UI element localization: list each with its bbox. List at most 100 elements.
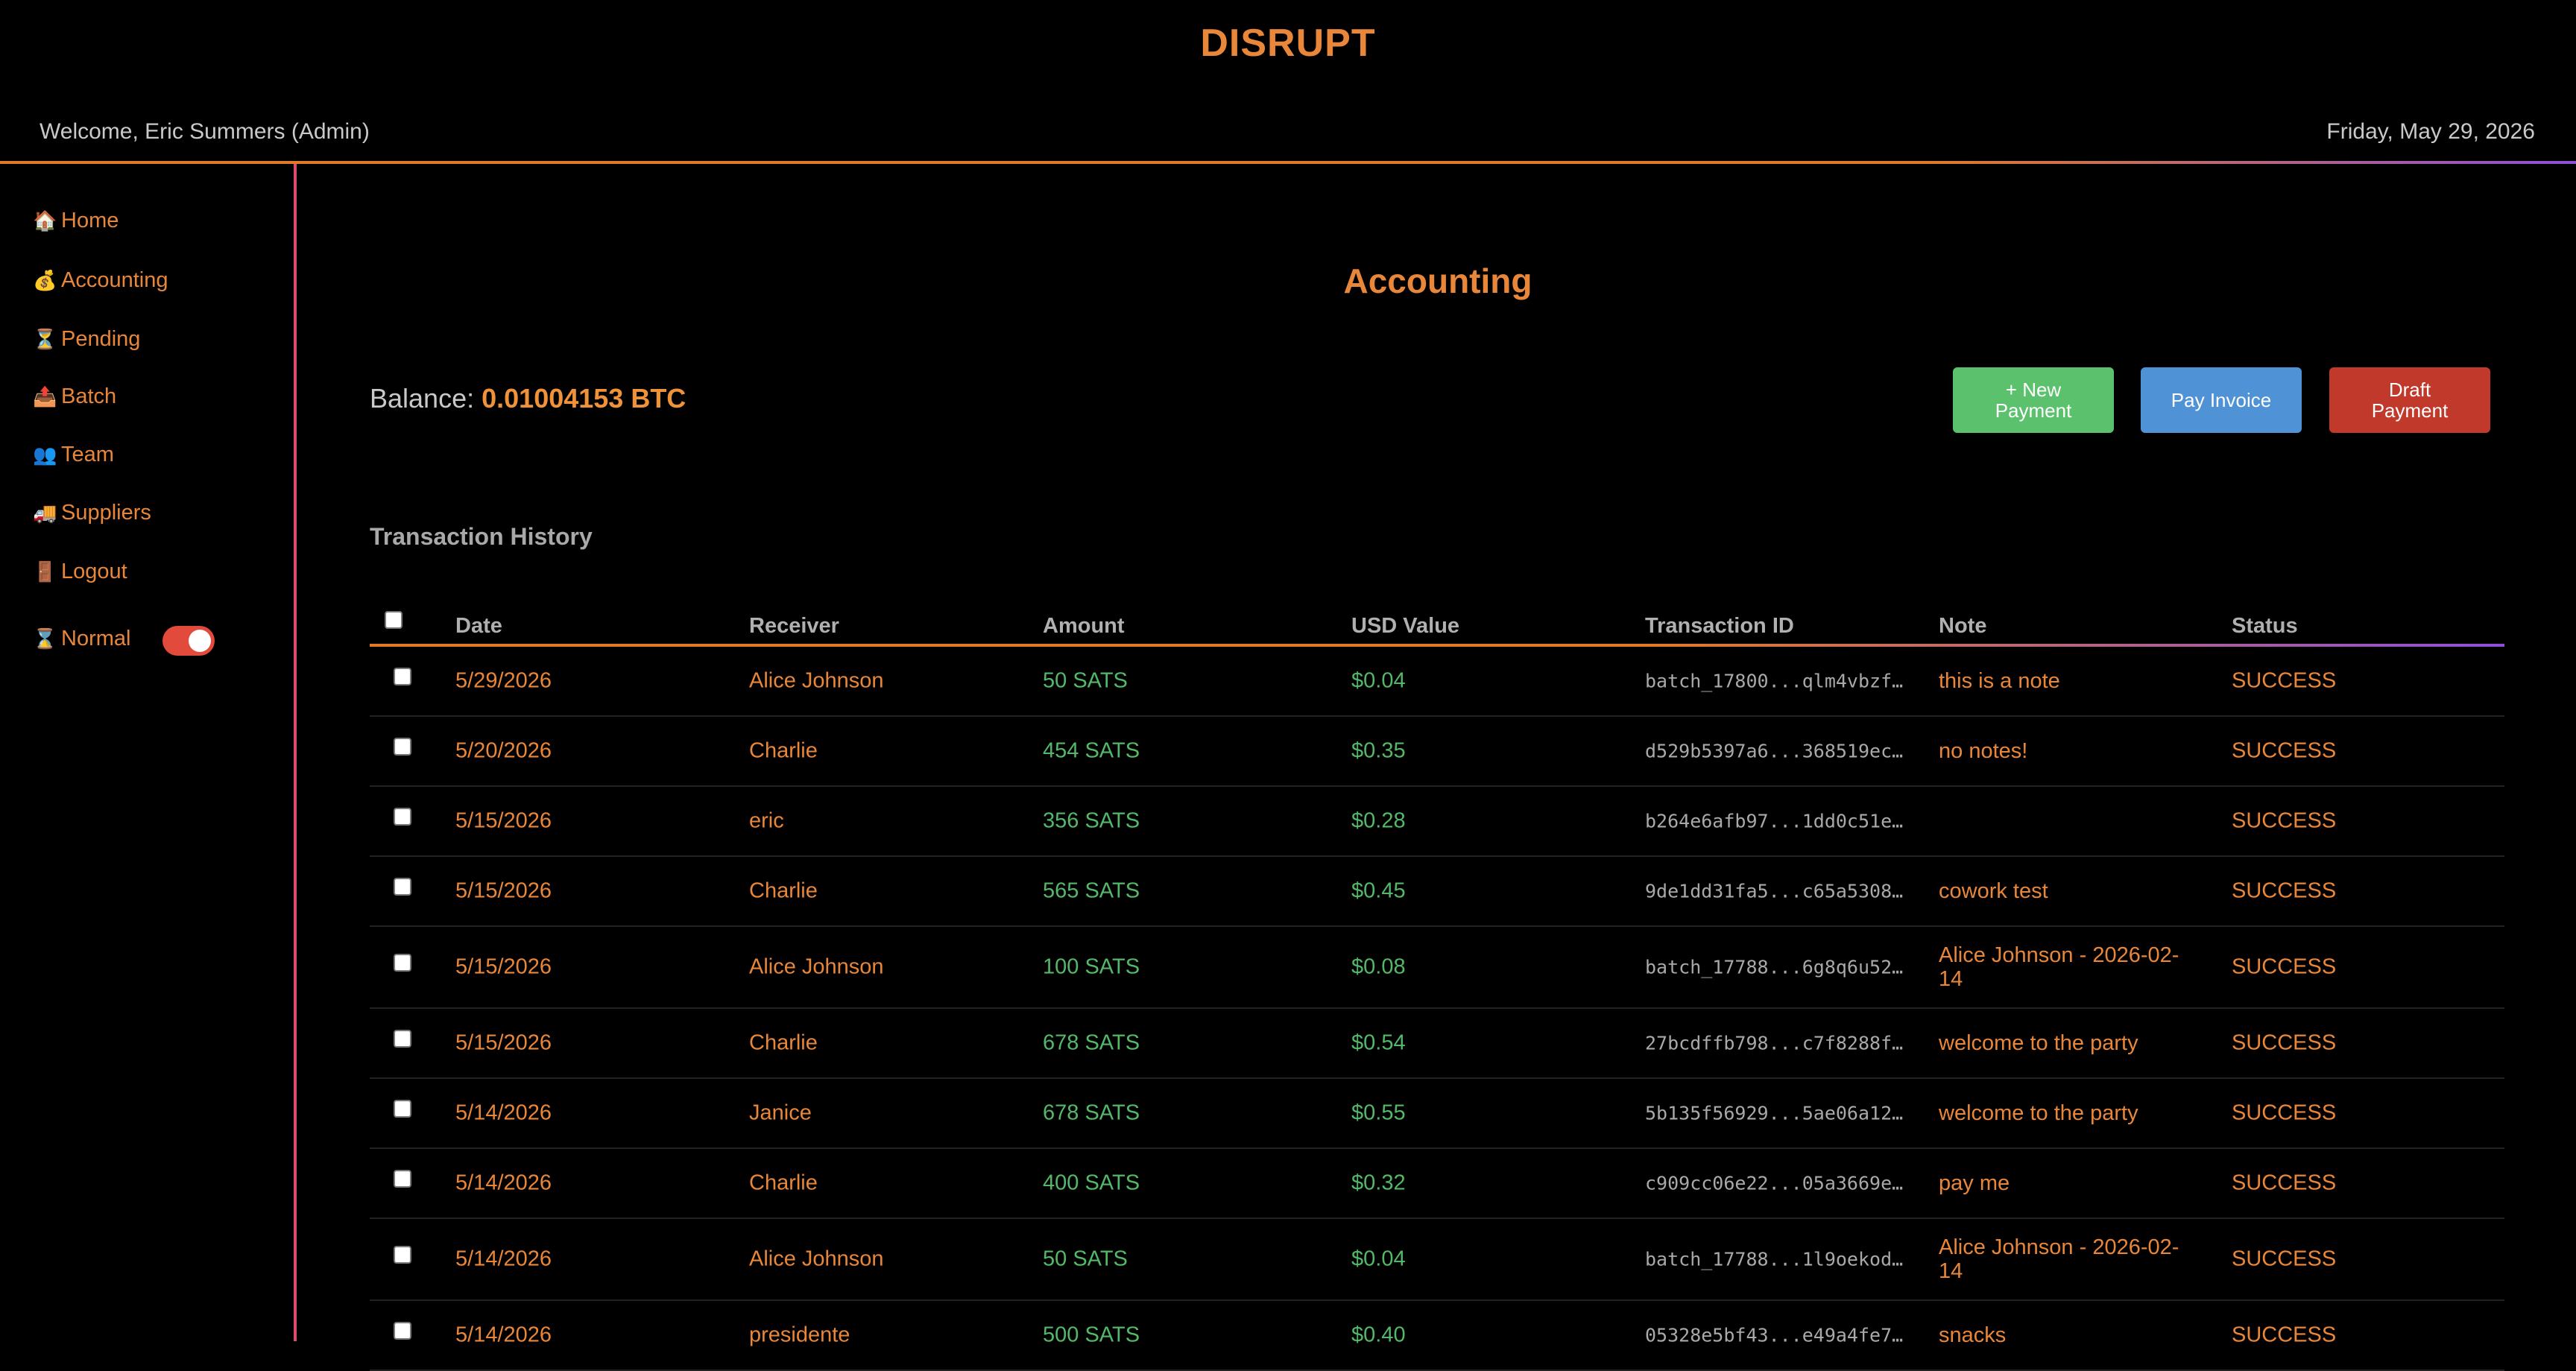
row-checkbox[interactable] (394, 1170, 411, 1188)
row-amount: 678 SATS (1043, 1101, 1140, 1125)
table-row[interactable]: 5/14/2026 presidente 500 SATS $0.40 05328e5b… (370, 1301, 2504, 1371)
mode-toggle[interactable] (162, 626, 215, 656)
row-checkbox[interactable] (394, 1246, 411, 1264)
table-row[interactable]: 5/29/2026 Alice Johnson 50 SATS $0.04 batch_… (370, 647, 2504, 717)
table-row[interactable]: 5/15/2026 eric 356 SATS $0.28 b264e6afb97...… (370, 787, 2504, 857)
sidebar-item-label: Suppliers (61, 501, 151, 525)
column-header-note[interactable]: Note (1939, 614, 1987, 638)
column-header-receiver[interactable]: Receiver (749, 614, 839, 638)
row-status: SUCCESS (2232, 1247, 2337, 1271)
row-date: 5/15/2026 (455, 1030, 552, 1055)
pay-invoice-button[interactable]: Pay Invoice (2141, 367, 2302, 433)
sidebar-item-label: Batch (61, 384, 117, 408)
column-header-status[interactable]: Status (2232, 614, 2298, 638)
header-divider (0, 161, 2576, 164)
row-amount: 50 SATS (1043, 668, 1128, 693)
row-receiver: Charlie (749, 1171, 818, 1195)
row-note: Alice Johnson - 2026-02-14 (1939, 943, 2179, 991)
select-all-checkbox[interactable] (385, 611, 402, 629)
balance-value: 0.01004153 BTC (482, 383, 686, 414)
row-transaction-id: 27bcdffb798...c7f8288f… (1645, 1032, 1904, 1054)
sidebar-item-suppliers[interactable]: 🚚 Suppliers (33, 501, 151, 525)
row-note: welcome to the party (1939, 1101, 2138, 1125)
row-checkbox[interactable] (394, 1030, 411, 1048)
table-row[interactable]: 5/15/2026 Charlie 565 SATS $0.45 9de1dd31fa5… (370, 857, 2504, 927)
row-amount: 356 SATS (1043, 808, 1140, 833)
row-date: 5/14/2026 (455, 1171, 552, 1195)
row-transaction-id: batch_17788...1l9oekod… (1645, 1248, 1904, 1270)
table-row[interactable]: 5/14/2026 Janice 678 SATS $0.55 5b135f56929.… (370, 1079, 2504, 1149)
table-row[interactable]: 5/14/2026 Charlie 400 SATS $0.32 c909cc06e22… (370, 1149, 2504, 1219)
row-receiver: Charlie (749, 1030, 818, 1055)
column-header-transaction-id[interactable]: Transaction ID (1645, 614, 1794, 638)
section-title: Transaction History (370, 523, 593, 550)
row-usd-value: $0.35 (1351, 738, 1406, 763)
sidebar-item-batch[interactable]: 📤 Batch (33, 384, 116, 409)
team-icon: 👥 (33, 443, 57, 466)
table-row[interactable]: 5/20/2026 Charlie 454 SATS $0.35 d529b5397a6… (370, 717, 2504, 787)
sidebar-item-label: Team (61, 443, 114, 466)
welcome-text: Welcome, Eric Summers (Admin) (40, 119, 370, 144)
column-header-amount[interactable]: Amount (1043, 614, 1125, 638)
mode-label: ⌛ Normal (33, 627, 130, 651)
row-amount: 100 SATS (1043, 954, 1140, 979)
row-usd-value: $0.04 (1351, 668, 1406, 693)
current-date: Friday, May 29, 2026 (2326, 119, 2535, 144)
row-checkbox[interactable] (394, 1322, 411, 1340)
home-icon: 🏠 (33, 209, 57, 232)
row-receiver: Alice Johnson (749, 1247, 884, 1271)
row-date: 5/20/2026 (455, 738, 552, 763)
sidebar-item-team[interactable]: 👥 Team (33, 443, 114, 467)
page-title: Accounting (1343, 262, 1532, 300)
brand-logo[interactable]: DISRUPT (1200, 22, 1376, 65)
main-content: Accounting Balance: 0.01004153 BTC + New… (300, 164, 2576, 1371)
row-amount: 500 SATS (1043, 1323, 1140, 1347)
new-payment-button[interactable]: + New Payment (1953, 367, 2114, 433)
row-usd-value: $0.04 (1351, 1247, 1406, 1271)
sidebar-item-home[interactable]: 🏠 Home (33, 209, 119, 233)
sidebar-item-accounting[interactable]: 💰 Accounting (33, 268, 168, 293)
mode-label-text: Normal (61, 627, 131, 650)
upload-tray-icon: 📤 (33, 385, 57, 408)
top-header: DISRUPT Welcome, Eric Summers (Admin) Fr… (0, 0, 2576, 165)
row-receiver: Charlie (749, 738, 818, 763)
row-usd-value: $0.08 (1351, 954, 1406, 979)
toggle-knob (189, 630, 211, 652)
row-checkbox[interactable] (394, 954, 411, 972)
table-body: 5/29/2026 Alice Johnson 50 SATS $0.04 batch_… (370, 647, 2504, 1371)
row-note: welcome to the party (1939, 1031, 2138, 1055)
door-icon: 🚪 (33, 560, 57, 583)
balance-display: Balance: 0.01004153 BTC (370, 383, 686, 414)
row-transaction-id: 5b135f56929...5ae06a12… (1645, 1102, 1904, 1124)
row-transaction-id: c909cc06e22...05a3669e… (1645, 1172, 1904, 1194)
sidebar-item-pending[interactable]: ⏳ Pending (33, 327, 140, 352)
table-row[interactable]: 5/15/2026 Charlie 678 SATS $0.54 27bcdffb798… (370, 1009, 2504, 1079)
column-header-date[interactable]: Date (455, 614, 502, 638)
row-date: 5/15/2026 (455, 954, 552, 979)
row-checkbox[interactable] (394, 738, 411, 756)
row-transaction-id: d529b5397a6...368519ec… (1645, 740, 1904, 762)
table-row[interactable]: 5/14/2026 Alice Johnson 50 SATS $0.04 batch_… (370, 1219, 2504, 1301)
row-usd-value: $0.55 (1351, 1101, 1406, 1125)
row-amount: 678 SATS (1043, 1030, 1140, 1055)
draft-payment-button[interactable]: Draft Payment (2329, 367, 2490, 433)
column-header-usd-value[interactable]: USD Value (1351, 614, 1460, 638)
row-status: SUCCESS (2232, 1323, 2337, 1347)
row-checkbox[interactable] (394, 878, 411, 896)
row-status: SUCCESS (2232, 1030, 2337, 1055)
row-status: SUCCESS (2232, 1101, 2337, 1125)
row-checkbox[interactable] (394, 808, 411, 826)
sidebar: 🏠 Home 💰 Accounting ⏳ Pending 📤 Batch 👥 … (0, 164, 297, 1341)
table-row[interactable]: 5/15/2026 Alice Johnson 100 SATS $0.08 batch… (370, 927, 2504, 1009)
row-usd-value: $0.32 (1351, 1171, 1406, 1195)
table-header-divider (370, 644, 2504, 647)
row-checkbox[interactable] (394, 1100, 411, 1118)
row-date: 5/14/2026 (455, 1323, 552, 1347)
row-checkbox[interactable] (394, 668, 411, 686)
row-status: SUCCESS (2232, 954, 2337, 979)
sidebar-item-logout[interactable]: 🚪 Logout (33, 560, 127, 584)
row-date: 5/14/2026 (455, 1247, 552, 1271)
row-amount: 400 SATS (1043, 1171, 1140, 1195)
row-amount: 50 SATS (1043, 1247, 1128, 1271)
row-transaction-id: b264e6afb97...1dd0c51e… (1645, 810, 1904, 832)
